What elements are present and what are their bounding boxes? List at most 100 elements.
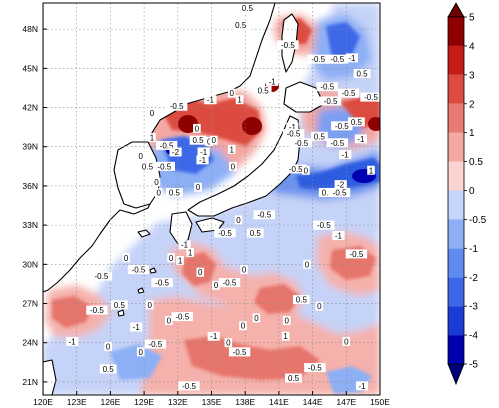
x-tick-label-1: 123E [67, 397, 87, 407]
contour-label-46: -0.5 [328, 187, 351, 197]
contour-label-text-0: 0.5 [242, 4, 254, 13]
colorbar-label-11: 4 [469, 41, 475, 52]
contour-label-text-60: 1 [178, 256, 183, 265]
contour-label-27: 0 [193, 123, 201, 133]
field-okhotsk-deepblue [326, 22, 360, 58]
contour-label-box-47 [152, 177, 161, 187]
contour-label-box-29 [205, 137, 214, 147]
contour-label-box-79 [282, 316, 291, 326]
contour-label-box-17 [148, 108, 156, 118]
contour-label-text-16: -0.5 [170, 102, 184, 111]
contour-label-box-52 [234, 215, 243, 225]
contour-label-45: 0.5 [318, 187, 336, 197]
colorbar-label-9: 2 [469, 99, 475, 110]
contour-label-text-43: 1 [369, 166, 374, 175]
contour-label-85: -1 [66, 336, 79, 346]
contour-label-28: 0.5 [189, 135, 207, 145]
contour-label-box-61 [186, 248, 194, 258]
contour-label-text-58: -1 [181, 241, 189, 250]
contour-label-box-10 [360, 92, 380, 102]
contour-label-box-12 [254, 86, 272, 96]
contour-label-21: 0.5 [310, 131, 328, 141]
contour-label-text-82: 1 [283, 332, 288, 341]
contour-label-box-0 [239, 3, 256, 13]
colorbar-swatch-10 [448, 45, 464, 75]
contour-label-7: -0.5 [316, 82, 338, 92]
y-tick-label-2: 27N [22, 299, 38, 309]
colorbar-under-triangle [447, 363, 465, 386]
contour-label-box-34 [197, 147, 210, 157]
y-tick-label-6: 39N [22, 142, 38, 152]
contour-label-text-18: -1 [289, 123, 297, 132]
contour-label-box-36 [136, 151, 145, 161]
contour-label-box-59 [167, 253, 175, 263]
contour-label-35: 1 [227, 144, 236, 154]
contour-label-box-40 [229, 161, 237, 171]
contour-label-box-66 [240, 265, 248, 275]
contour-label-text-65: 0 [198, 268, 203, 277]
contour-label-box-77 [292, 295, 310, 305]
contour-label-box-72 [86, 305, 108, 315]
contour-label-box-27 [193, 123, 201, 133]
contour-label-40: 0 [229, 161, 237, 171]
y-tick-label-0: 21N [22, 377, 38, 387]
colorbar-label-10: 3 [469, 70, 475, 81]
colorbar-label-5: -0.5 [469, 215, 487, 226]
colorbar-swatch-2 [448, 277, 464, 307]
contour-label-text-41: -0.5 [289, 165, 303, 174]
longitude-tick-labels: 120E 123E 126E 129E 132E 135E 138E 141E 144E 147E… [33, 397, 390, 407]
contour-label-30: 0 [209, 135, 218, 145]
colorbar-label-0: -5 [469, 360, 478, 371]
contour-label-63: 0 [122, 253, 130, 263]
contour-label-77: 0.5 [292, 295, 310, 305]
contour-label-text-95: -1 [358, 382, 366, 391]
contour-label-box-38 [153, 161, 176, 171]
contour-label-box-68 [218, 278, 241, 288]
contour-label-box-41 [285, 164, 307, 174]
contour-label-text-74: -1 [133, 323, 141, 332]
contour-label-text-10: -0.5 [364, 93, 378, 102]
contour-label-43: 1 [367, 165, 375, 175]
contour-label-box-86 [104, 342, 112, 352]
contour-label-text-34: -1 [200, 148, 208, 157]
x-tick-label-5: 135E [202, 397, 222, 407]
contour-label-box-70 [90, 271, 113, 281]
contour-label-9: -0.5 [319, 96, 342, 106]
contour-label-box-73 [145, 300, 154, 310]
contour-label-33: -2 [169, 147, 182, 157]
contour-label-box-24 [354, 134, 368, 144]
contour-label-48: 0.5 [166, 187, 183, 197]
contour-label-text-40: 0 [231, 162, 236, 171]
contour-label-text-23: 0.5 [351, 118, 363, 127]
contour-label-text-52: 0 [236, 216, 241, 225]
contour-label-57: -0.5 [345, 249, 368, 259]
contour-label-89: -0.5 [228, 347, 251, 357]
contour-label-14: 0 [227, 88, 236, 98]
contour-label-text-59: 0 [169, 254, 174, 263]
contour-label-text-44: -2 [337, 181, 345, 190]
contour-label-box-31 [148, 133, 156, 143]
contour-label-text-28: 0.5 [192, 136, 204, 145]
contour-label-78: 0 [315, 301, 324, 311]
y-tick-label-5: 36N [22, 181, 38, 191]
contour-label-26: -1 [339, 150, 352, 160]
x-tick-label-10: 150E [370, 397, 390, 407]
x-tick-label-8: 144E [303, 397, 323, 407]
contour-label-box-26 [339, 150, 352, 160]
contour-label-text-48: 0.5 [169, 188, 181, 197]
contour-label-box-6 [353, 69, 371, 79]
contour-label-93: 0.5 [285, 373, 302, 383]
contour-label-6: 0.5 [353, 69, 371, 79]
contour-label-19: -0.5 [282, 129, 305, 139]
contour-label-15: -1 [204, 95, 217, 105]
contour-label-box-28 [189, 135, 207, 145]
land-ryukyu-3 [117, 309, 125, 317]
contour-label-text-83: -1 [210, 332, 218, 341]
contour-label-82: 1 [281, 331, 290, 341]
y-tick-label-7: 42N [22, 103, 38, 113]
contour-label-box-33 [169, 147, 182, 157]
contour-label-73: 0 [145, 300, 154, 310]
contour-label-box-19 [282, 129, 305, 139]
contour-label-box-32 [155, 140, 178, 150]
contour-label-text-29: 0 [207, 138, 212, 147]
